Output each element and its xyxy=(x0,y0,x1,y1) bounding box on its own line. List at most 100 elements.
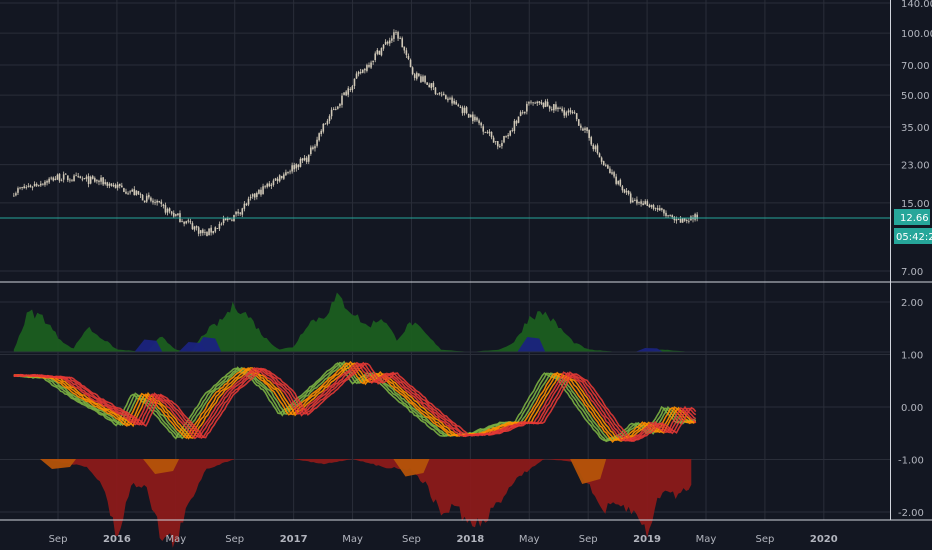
candle-body xyxy=(264,186,266,188)
candle-body xyxy=(395,32,397,33)
candle-body xyxy=(654,208,657,209)
candle-body xyxy=(156,200,158,203)
candle-body xyxy=(391,38,393,41)
candle-body xyxy=(399,38,401,40)
candle-body xyxy=(563,110,566,116)
negative-histogram-orange-area xyxy=(40,459,76,469)
candle-body xyxy=(143,200,146,203)
candle-body xyxy=(71,179,73,181)
candle-body xyxy=(293,165,296,170)
time-tick-label: 2020 xyxy=(810,534,838,545)
candle-body xyxy=(56,174,59,180)
candle-body xyxy=(285,172,287,176)
candle-body xyxy=(380,48,383,56)
candle-body xyxy=(231,219,233,221)
candle-body xyxy=(644,201,647,205)
time-tick-label: May xyxy=(165,534,186,545)
candle-body xyxy=(164,205,167,213)
candle-body xyxy=(154,202,156,203)
candle-body xyxy=(152,200,154,203)
candle-body xyxy=(204,232,206,233)
candle-body xyxy=(25,187,28,188)
candle-body xyxy=(609,168,611,174)
candle-body xyxy=(243,203,246,209)
candle-body xyxy=(256,193,258,197)
candle-body xyxy=(312,147,314,149)
candle-body xyxy=(453,100,455,104)
candle-body xyxy=(403,46,406,51)
candle-body xyxy=(102,177,104,185)
candle-body xyxy=(270,184,273,187)
candle-body xyxy=(418,73,420,76)
candle-body xyxy=(478,120,480,124)
candle-body xyxy=(432,82,435,88)
candle-body xyxy=(623,189,626,193)
candle-body xyxy=(486,131,489,133)
candle-body xyxy=(634,200,636,201)
candle-body xyxy=(532,102,534,104)
candle-body xyxy=(235,211,237,215)
oscillator-tick-label: 2.00 xyxy=(901,298,923,309)
candle-body xyxy=(490,131,493,138)
candle-body xyxy=(434,87,437,94)
candle-body xyxy=(422,76,424,82)
candle-body xyxy=(339,104,341,107)
candle-body xyxy=(607,165,609,169)
candle-body xyxy=(114,184,117,189)
candle-body xyxy=(590,137,593,145)
candle-body xyxy=(366,65,368,71)
candle-body xyxy=(160,201,163,204)
candle-body xyxy=(23,186,26,189)
candle-body xyxy=(280,175,283,179)
candle-body xyxy=(397,32,399,39)
candle-body xyxy=(534,102,536,104)
candle-body xyxy=(667,215,669,217)
countdown-badge-box xyxy=(894,228,932,244)
candle-body xyxy=(451,97,453,104)
candle-body xyxy=(133,189,136,196)
candle-body xyxy=(106,182,109,186)
negative-histogram-orange-area xyxy=(143,459,180,474)
candle-body xyxy=(353,78,356,86)
candle-body xyxy=(349,89,352,90)
time-tick-label: 2016 xyxy=(103,534,131,545)
candle-body xyxy=(440,94,443,96)
candle-body xyxy=(177,213,179,216)
candle-body xyxy=(226,217,229,220)
time-tick-label: Sep xyxy=(755,534,774,545)
candle-body xyxy=(436,93,439,95)
candle-body xyxy=(372,60,374,62)
price-tick-label: 23.00 xyxy=(901,161,930,172)
candle-body xyxy=(640,201,642,204)
candle-body xyxy=(426,82,428,85)
candle-body xyxy=(673,216,676,221)
ribbon-line xyxy=(13,361,697,442)
candle-body xyxy=(573,112,576,114)
negative-histogram-orange-area xyxy=(393,459,430,477)
candle-body xyxy=(627,190,630,194)
candle-body xyxy=(222,218,225,224)
candle-body xyxy=(457,104,460,107)
candle-body xyxy=(108,183,111,186)
time-tick-label: Sep xyxy=(579,534,598,545)
candle-body xyxy=(145,195,148,202)
candle-body xyxy=(598,153,601,158)
candle-body xyxy=(681,217,684,223)
candle-body xyxy=(67,175,69,181)
candle-body xyxy=(553,104,555,111)
candle-body xyxy=(214,227,217,232)
candle-body xyxy=(611,172,613,174)
candle-body xyxy=(474,116,476,121)
candle-body xyxy=(382,44,385,49)
candle-body xyxy=(89,176,92,184)
positive-histogram xyxy=(0,292,890,353)
candle-body xyxy=(175,214,177,216)
candle-body xyxy=(210,227,212,233)
candle-body xyxy=(158,201,161,203)
candle-body xyxy=(494,141,497,143)
candle-body xyxy=(212,230,215,234)
candle-body xyxy=(291,165,293,172)
candle-body xyxy=(125,191,127,194)
candle-body xyxy=(170,211,173,214)
